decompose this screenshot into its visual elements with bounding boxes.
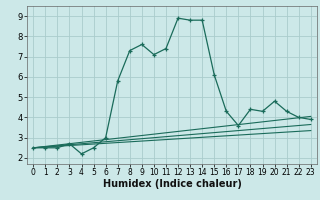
X-axis label: Humidex (Indice chaleur): Humidex (Indice chaleur)	[103, 179, 241, 189]
